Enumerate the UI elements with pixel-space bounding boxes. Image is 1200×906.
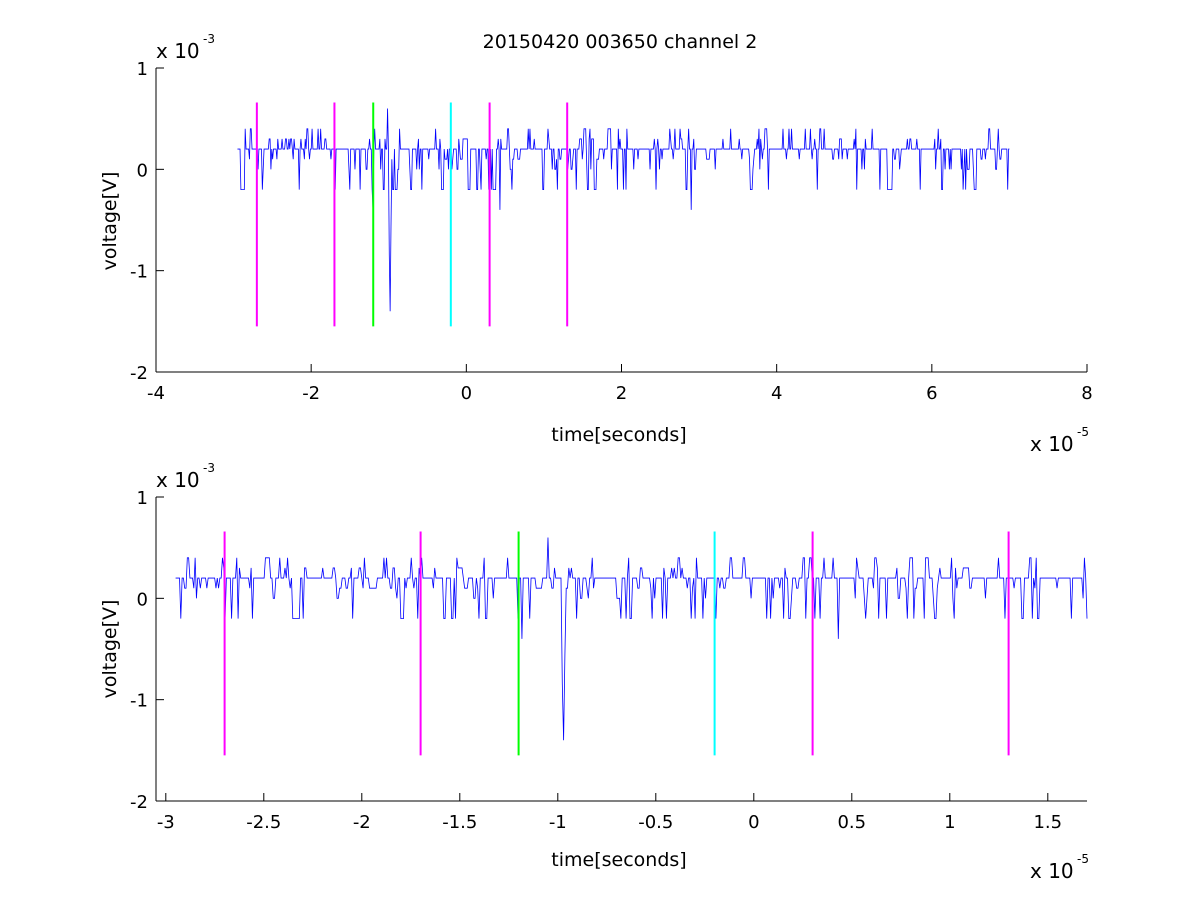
subplot-top: -4 -2 0 2 4 6 810-1-2 voltage[V] time[seconds]… xyxy=(99,32,1093,456)
x-tick-label: -1.5 xyxy=(442,812,477,833)
y-axis-label-bottom: voltage[V] xyxy=(99,600,121,699)
x-axis-label-top: time[seconds] xyxy=(551,424,686,446)
x-tick-label: -0.5 xyxy=(638,812,673,833)
x-exponent-top-base: x 10 xyxy=(1030,432,1074,456)
signal-series xyxy=(175,537,1088,741)
y-exponent-bottom-base: x 10 xyxy=(156,468,200,492)
x-tick-label: 4 xyxy=(771,383,782,404)
x-exponent-bottom-base: x 10 xyxy=(1030,859,1074,883)
y-tick-label: -1 xyxy=(130,262,148,283)
x-tick-label: 0.5 xyxy=(837,812,866,833)
x-tick-label: 1 xyxy=(944,812,955,833)
x-tick-label: 0 xyxy=(748,812,759,833)
x-tick-label: 0 xyxy=(461,383,472,404)
x-axis-label-bottom: time[seconds] xyxy=(551,849,686,871)
y-exponent-bottom-sup: -3 xyxy=(203,461,215,475)
signal-series xyxy=(237,108,1010,312)
x-exponent-bottom-sup: -5 xyxy=(1077,852,1089,866)
x-tick-label: 2 xyxy=(616,383,627,404)
y-axis-label-top: voltage[V] xyxy=(99,172,121,271)
x-tick-label: -2.5 xyxy=(246,812,281,833)
y-exponent-top-base: x 10 xyxy=(156,39,200,63)
y-tick-label: 0 xyxy=(137,160,148,181)
x-tick-label: -4 xyxy=(147,383,165,404)
y-exponent-top-sup: -3 xyxy=(203,32,215,46)
x-tick-label: -3 xyxy=(157,812,175,833)
x-tick-label: 1.5 xyxy=(1033,812,1062,833)
x-tick-label: 8 xyxy=(1081,383,1092,404)
x-tick-label: 6 xyxy=(926,383,937,404)
y-tick-label: 1 xyxy=(137,59,148,80)
plot-area-bottom: -3 -2.5 -2 -1.5 -1 -0.5 0 0.5 1 1.5 1 0 -1 -2 xyxy=(130,488,1088,833)
x-tick-label: -2 xyxy=(302,383,320,404)
figure-title: 20150420 003650 channel 2 xyxy=(483,31,758,53)
y-tick-label: -2 xyxy=(130,363,148,384)
y-tick-label: -2 xyxy=(130,792,148,813)
subplot-bottom: -3 -2.5 -2 -1.5 -1 -0.5 0 0.5 1 1.5 1 0 -1 -2 voltage… xyxy=(99,461,1089,883)
x-tick-label: -1 xyxy=(549,812,567,833)
y-tick-label: 0 xyxy=(137,589,148,610)
plot-area-top: -4 -2 0 2 4 6 810-1-2 xyxy=(130,59,1093,404)
y-tick-label: -1 xyxy=(130,691,148,712)
x-tick-label: -2 xyxy=(353,812,371,833)
y-tick-label: 1 xyxy=(137,488,148,509)
x-exponent-top-sup: -5 xyxy=(1077,425,1089,439)
